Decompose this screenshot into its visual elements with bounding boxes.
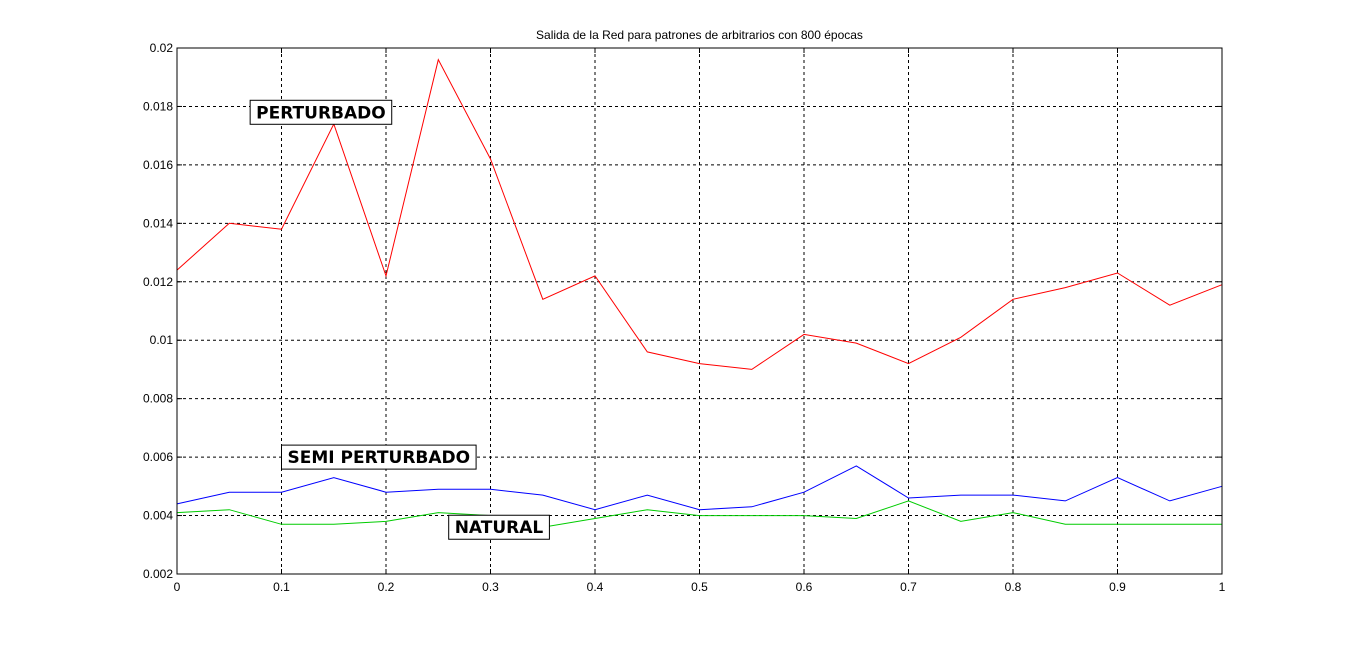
chart-title: Salida de la Red para patrones de arbitr… (536, 28, 863, 42)
annotation-box: SEMI PERTURBADO (281, 444, 477, 470)
annotation-label: NATURAL (455, 518, 544, 538)
x-tick-label: 0.1 (273, 580, 290, 594)
annotation-label: SEMI PERTURBADO (288, 448, 471, 468)
y-tick-label: 0.018 (143, 99, 173, 113)
x-tick-label: 1 (1219, 580, 1226, 594)
x-tick-label: 0.4 (587, 580, 604, 594)
y-tick-label: 0.016 (143, 158, 173, 172)
series-line-natural (176, 500, 1222, 528)
x-tick-label: 0.8 (1005, 580, 1022, 594)
annotation-border (281, 444, 477, 470)
x-tick-label: 0.7 (900, 580, 917, 594)
annotation-border (249, 99, 393, 125)
series-line-semi-perturbado (176, 465, 1223, 511)
y-tick-label: 0.012 (143, 275, 173, 289)
x-tick-label: 0.2 (378, 580, 395, 594)
y-tick-label: 0.014 (143, 216, 173, 230)
annotations: PERTURBADO SEMI PERTURBADO NATURAL (249, 99, 550, 540)
y-tick-label: 0.02 (150, 41, 174, 55)
y-tick-label: 0.002 (143, 567, 173, 581)
y-tick-label: 0.01 (150, 333, 174, 347)
annotation-border (448, 514, 550, 540)
y-tick-label: 0.008 (143, 392, 173, 406)
x-tick-label: 0.5 (691, 580, 708, 594)
grid (177, 48, 1222, 574)
x-tick-label: 0 (174, 580, 181, 594)
series-line-perturbado (176, 58, 1223, 370)
x-axis-ticks: 0 0.1 0.2 0.3 0.4 0.5 0.6 0.7 0.8 0.9 1 (174, 48, 1226, 594)
y-tick-label: 0.004 (143, 509, 173, 523)
y-tick-label: 0.006 (143, 450, 173, 464)
series-lines (176, 58, 1223, 528)
y-axis-ticks: 0.002 0.004 0.006 0.008 0.01 0.012 0.014 0.016 0… (143, 41, 1222, 581)
x-tick-label: 0.3 (482, 580, 499, 594)
annotation-label: PERTURBADO (256, 103, 386, 123)
x-tick-label: 0.9 (1109, 580, 1126, 594)
x-tick-label: 0.6 (796, 580, 813, 594)
annotation-box: NATURAL (448, 514, 550, 540)
annotation-box: PERTURBADO (249, 99, 393, 125)
